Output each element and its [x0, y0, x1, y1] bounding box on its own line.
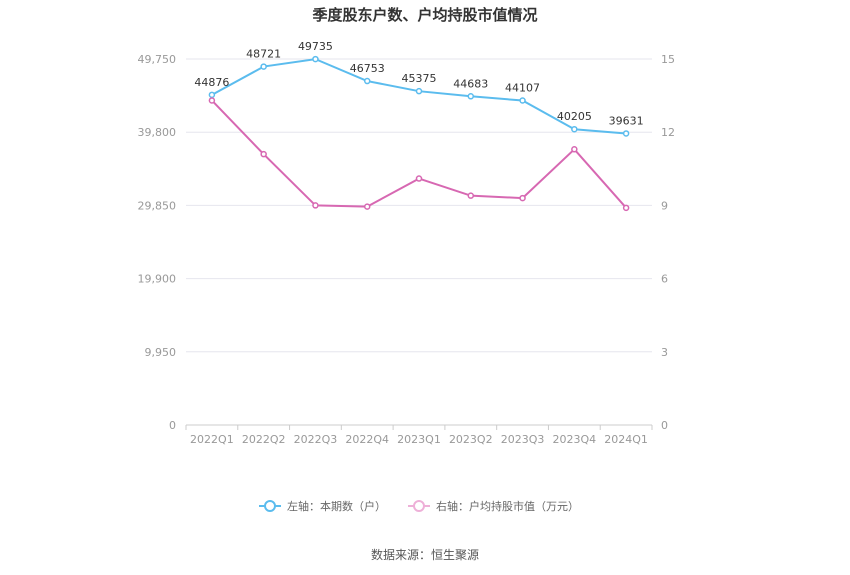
left-tick-label: 49,750	[138, 53, 177, 66]
data-label: 44876	[194, 76, 229, 89]
x-axis: 2022Q1 2022Q2 2022Q3 2022Q4 2023Q1 2023Q2 2023…	[185, 424, 653, 446]
legend-swatch-marker	[413, 500, 425, 512]
x-tick-label: 2023Q4	[553, 433, 597, 446]
legend-label[interactable]: 左轴：本期数（户）	[287, 499, 386, 513]
data-label: 44683	[453, 77, 488, 90]
right-tick-label: 15	[661, 53, 675, 66]
data-point[interactable]	[415, 175, 423, 182]
data-label: 48721	[246, 48, 281, 61]
grid-lines	[186, 58, 652, 353]
data-point[interactable]	[622, 130, 630, 137]
left-tick-label: 19,900	[138, 273, 177, 286]
x-tick-label: 2023Q1	[397, 433, 441, 446]
source-note: 数据来源：恒生聚源	[370, 548, 479, 562]
x-tick-label: 2024Q1	[604, 433, 648, 446]
legend: 左轴：本期数（户） 右轴：户均持股市值（万元）	[259, 499, 579, 513]
series-group: 44876 48721 49735 46753 45375 44683 44107 40205…	[194, 40, 644, 212]
data-point[interactable]	[467, 93, 475, 100]
data-point[interactable]	[363, 203, 371, 210]
x-tick-label: 2023Q3	[501, 433, 545, 446]
right-tick-label: 9	[661, 199, 668, 212]
right-tick-label: 12	[661, 126, 675, 139]
data-point[interactable]	[415, 87, 423, 95]
data-point[interactable]	[519, 97, 526, 104]
data-point[interactable]	[312, 55, 319, 63]
x-tick-label: 2022Q2	[242, 433, 286, 446]
data-point[interactable]	[260, 150, 267, 158]
chart-title: 季度股东户数、户均持股市值情况	[312, 6, 538, 24]
data-point[interactable]	[571, 125, 578, 133]
right-tick-label: 6	[661, 273, 668, 286]
right-axis-ticks: 0 3 6 9 12 15	[661, 53, 675, 432]
data-label: 44107	[505, 82, 540, 95]
right-tick-label: 3	[661, 346, 668, 359]
data-label: 49735	[298, 40, 333, 53]
legend-swatch-marker	[264, 500, 276, 512]
data-point[interactable]	[467, 192, 475, 199]
data-point[interactable]	[208, 97, 216, 104]
data-point[interactable]	[312, 202, 319, 209]
data-label: 46753	[350, 62, 385, 75]
data-label: 39631	[609, 114, 644, 127]
data-point[interactable]	[208, 91, 216, 99]
x-tick-label: 2023Q2	[449, 433, 493, 446]
legend-label[interactable]: 右轴：户均持股市值（万元）	[436, 499, 579, 513]
data-point[interactable]	[571, 146, 578, 153]
data-point[interactable]	[622, 204, 630, 212]
left-tick-label: 39,800	[138, 126, 177, 139]
x-tick-label: 2022Q4	[345, 433, 389, 446]
data-point[interactable]	[363, 77, 371, 85]
left-tick-label: 9,950	[145, 346, 177, 359]
left-tick-label: 0	[169, 419, 176, 432]
data-label: 45375	[402, 72, 437, 85]
left-axis-ticks: 0 9,950 19,900 29,850 39,800 49,750	[138, 53, 177, 432]
data-label: 40205	[557, 110, 592, 123]
left-tick-label: 29,850	[138, 199, 177, 212]
right-tick-label: 0	[661, 419, 668, 432]
x-tick-label: 2022Q1	[190, 433, 234, 446]
data-point[interactable]	[519, 194, 526, 202]
data-point[interactable]	[260, 63, 267, 70]
x-tick-label: 2022Q3	[294, 433, 338, 446]
